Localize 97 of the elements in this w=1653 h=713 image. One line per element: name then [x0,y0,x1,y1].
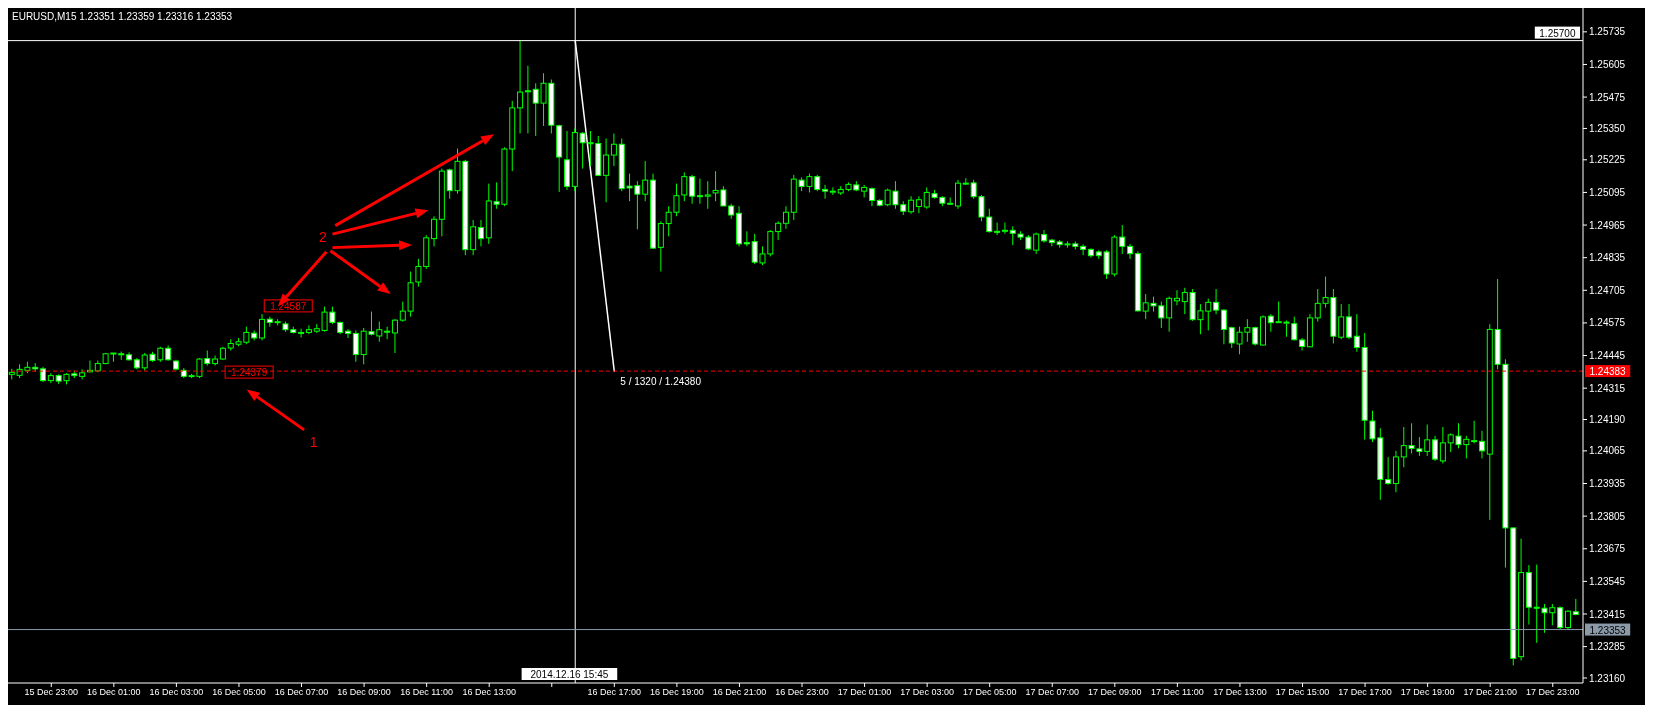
candlestick [305,324,312,335]
annotation: 5 / 1320 / 1.24380 [620,375,702,387]
candlestick [1385,456,1392,486]
x-tick-label: 16 Dec 05:00 [212,687,266,698]
candlestick [517,40,524,134]
candlestick [868,186,875,207]
candlestick [1173,289,1180,306]
candlestick [524,65,531,134]
x-tick-label: 16 Dec 01:00 [87,687,141,698]
x-tick-label: 16 Dec 09:00 [337,687,391,698]
chart-title: EURUSD,M15 1.23351 1.23359 1.23316 1.23353 [12,11,233,22]
candlestick [259,313,266,341]
x-tick-label: 17 Dec 19:00 [1400,687,1455,698]
x-tick-label: 17 Dec 21:00 [1463,687,1517,698]
y-tick-label: 1.25095 [1589,186,1626,198]
y-tick-label: 1.23935 [1589,478,1626,490]
annotation: 1.24379 [231,367,268,379]
y-tick-label: 1.25605 [1589,59,1626,71]
x-tick-label: 17 Dec 07:00 [1025,687,1080,698]
candlestick [1439,426,1446,464]
x-tick-label: 17 Dec 11:00 [1150,687,1204,698]
candlestick [657,220,664,272]
candlestick [431,215,438,247]
candlestick [1220,308,1227,345]
candlestick [603,137,610,203]
ref-line-label: 1.24383 [1589,366,1627,378]
candlestick [477,219,484,247]
y-tick-label: 1.24315 [1589,382,1626,394]
y-tick-label: 1.24445 [1589,350,1626,362]
candlestick [1471,420,1478,444]
candlestick [1432,435,1439,462]
candlestick [1213,288,1220,315]
x-tick-label: 17 Dec 09:00 [1088,687,1142,698]
x-tick-label: 17 Dec 15:00 [1275,687,1330,698]
y-tick-label: 1.23415 [1589,608,1626,620]
x-tick-label: 16 Dec 21:00 [712,687,767,698]
annotation: 1.24587 [270,300,307,312]
y-tick-label: 1.24835 [1589,252,1626,264]
candlestick [345,328,352,339]
x-tick-label: 17 Dec 01:00 [837,687,892,698]
x-tick-label: 16 Dec 23:00 [775,687,829,698]
y-tick-label: 1.23675 [1589,543,1626,555]
y-tick-label: 1.24190 [1589,414,1626,426]
y-tick-label: 1.25350 [1589,123,1626,134]
ref-line-label: 1.25700 [1539,27,1576,39]
y-tick-label: 1.24705 [1589,284,1626,296]
y-tick-label: 1.25225 [1589,154,1626,166]
y-tick-label: 1.23160 [1589,672,1626,684]
candlestick [743,230,750,247]
candlestick [1346,303,1353,340]
ref-line-label: 1.23353 [1589,624,1627,636]
x-tick-label: 17 Dec 05:00 [962,687,1017,698]
candlestick [610,132,617,167]
annotation: 2 [319,229,328,246]
candlestick [1478,430,1485,459]
candlestick [955,179,962,210]
candlestick [915,195,922,214]
x-tick-label: 17 Dec 17:00 [1338,687,1392,698]
candlestick [352,329,359,363]
x-tick-label: 16 Dec 19:00 [650,687,704,698]
annotation: 1 [309,433,318,450]
x-tick-label: 17 Dec 03:00 [900,687,954,698]
candlestick [470,219,477,256]
candlestick [829,186,836,196]
y-tick-label: 1.24575 [1589,317,1626,329]
candlestick [689,174,696,205]
candlestick [1353,313,1360,353]
x-tick-label: 15 Dec 23:00 [24,687,79,698]
candlestick [1080,243,1087,256]
candlestick [384,326,391,340]
candlestick [1166,296,1173,333]
candlestick [994,222,1001,236]
y-tick-label: 1.25475 [1589,91,1626,103]
candlestick [696,178,703,205]
y-tick-label: 1.24065 [1589,445,1626,457]
candlestick [782,205,789,230]
candlestick [391,318,398,354]
x-tick-label: 17 Dec 23:00 [1525,687,1580,698]
x-tick-label: 16 Dec 13:00 [462,687,516,698]
x-tick-label: 16 Dec 03:00 [149,687,204,698]
candlestick [775,220,782,241]
y-tick-label: 1.24965 [1589,219,1626,231]
candlestick [704,180,711,210]
x-tick-label: 16 Dec 11:00 [400,687,454,698]
x-tick-label: 16 Dec 17:00 [587,687,642,698]
x-tick-label: 16 Dec 07:00 [274,687,329,698]
y-tick-label: 1.23805 [1589,510,1626,522]
candlestick [298,328,305,338]
ref-line-label: 2014.12.16 15:45 [530,669,609,680]
candlestick [1001,222,1008,235]
candlestick [822,184,829,200]
y-tick-label: 1.25735 [1589,26,1626,38]
candlestick [1127,243,1134,260]
y-tick-label: 1.23285 [1589,641,1626,653]
x-tick-label: 17 Dec 13:00 [1213,687,1267,698]
candlestick [1564,609,1571,630]
y-tick-label: 1.23545 [1589,575,1626,587]
